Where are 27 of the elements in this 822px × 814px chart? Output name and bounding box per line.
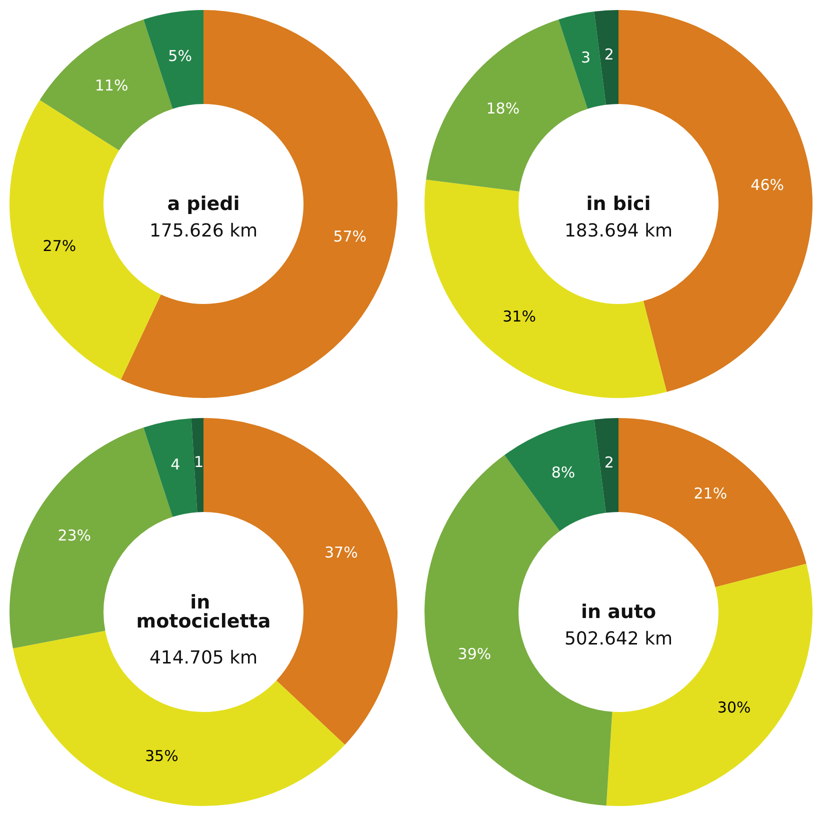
text: 175.626 km	[149, 220, 258, 242]
data-label: 35%	[144, 747, 178, 766]
data-label: 31%	[502, 308, 536, 326]
data-label: 27%	[42, 236, 76, 255]
text: in bici	[586, 193, 651, 215]
text: in auto	[580, 601, 656, 623]
text: 183.694 km	[564, 220, 673, 242]
text: 502.642 km	[564, 628, 673, 650]
data-label: 5%	[168, 46, 192, 65]
data-label: 37%	[324, 543, 358, 562]
data-label: 57%	[333, 228, 367, 246]
text: a piedi	[167, 193, 240, 215]
data-label: 39%	[458, 644, 492, 663]
data-label: 30%	[717, 698, 751, 717]
data-label: 21%	[694, 484, 728, 502]
data-label: 4	[170, 456, 180, 474]
data-label: 46%	[750, 176, 784, 194]
text: 414.705 km	[149, 648, 258, 668]
data-label: 1	[194, 453, 204, 472]
data-label: 11%	[94, 76, 128, 94]
data-label: 18%	[486, 99, 520, 118]
data-label: 2	[604, 453, 614, 472]
data-label: 23%	[58, 526, 92, 545]
data-label: 2	[604, 45, 614, 64]
data-label: 3	[581, 48, 591, 67]
data-label: 8%	[551, 464, 576, 482]
text: in motocicletta	[136, 592, 271, 632]
